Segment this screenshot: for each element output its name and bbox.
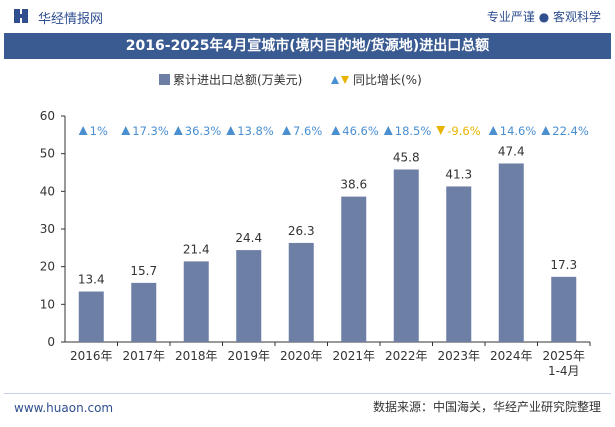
legend-bar-label: 累计进出口总额(万美元) — [173, 73, 302, 87]
footer-divider — [4, 393, 611, 394]
bar — [498, 163, 524, 342]
growth-label: 14.6% — [500, 124, 537, 138]
legend-growth-label: 同比增长(%) — [353, 73, 422, 87]
bar-chart: 累计进出口总额(万美元) 同比增长(%) 0 10 20 30 40 50 60 1% 17.3% 3… — [40, 73, 591, 378]
y-tick-label: 30 — [40, 222, 55, 236]
x-tick-label: 2023年 — [437, 349, 480, 363]
x-tick-label: 2018年 — [175, 349, 218, 363]
x-tick-label: 2017年 — [122, 349, 165, 363]
growth-label: 1% — [90, 124, 108, 138]
growth-label: 18.5% — [395, 124, 432, 138]
bar — [131, 282, 157, 342]
bar-value-label: 13.4 — [78, 273, 105, 287]
bar-value-label: 15.7 — [130, 264, 157, 278]
bar — [78, 291, 104, 342]
growth-up-triangle-icon — [331, 126, 341, 135]
x-tick-label: 2020年 — [280, 349, 323, 363]
growth-label: 17.3% — [132, 124, 169, 138]
bar — [393, 169, 419, 342]
tagline: 专业严谨 ● 客观科学 — [486, 10, 601, 24]
growth-label: -9.6% — [447, 124, 480, 138]
bar — [288, 242, 314, 342]
bar-value-label: 47.4 — [498, 144, 525, 158]
bar — [551, 276, 577, 342]
y-tick-label: 10 — [40, 297, 55, 311]
y-tick-label: 50 — [40, 147, 55, 161]
bar-value-label: 45.8 — [393, 150, 420, 164]
bar — [183, 261, 209, 342]
growth-label: 13.8% — [237, 124, 274, 138]
y-tick-label: 20 — [40, 260, 55, 274]
bar-value-label: 26.3 — [288, 224, 315, 238]
site-name: 华经情报网 — [38, 12, 104, 27]
legend-down-triangle-icon — [341, 76, 349, 84]
bar-value-label: 17.3 — [550, 258, 577, 272]
bar-value-label: 24.4 — [235, 231, 262, 245]
bar — [236, 250, 262, 342]
footer-url: www.huaon.com — [14, 401, 114, 415]
chart-title: 2016-2025年4月宣城市(境内目的地/货源地)进出口总额 — [125, 38, 490, 54]
growth-down-triangle-icon — [436, 126, 446, 135]
growth-label: 46.6% — [342, 124, 379, 138]
growth-up-triangle-icon — [121, 126, 131, 135]
x-tick-label: 2024年 — [490, 349, 533, 363]
x-tick-label: 2025年 — [542, 349, 585, 363]
title-bar: 2016-2025年4月宣城市(境内目的地/货源地)进出口总额 — [4, 33, 611, 59]
growth-up-triangle-icon — [282, 126, 292, 135]
growth-up-triangle-icon — [383, 126, 393, 135]
growth-up-triangle-icon — [78, 126, 88, 135]
y-tick-label: 40 — [40, 184, 55, 198]
bar — [446, 186, 472, 342]
legend-up-triangle-icon — [331, 76, 339, 84]
x-tick-label: 2021年 — [332, 349, 375, 363]
x-tick-label: 1-4月 — [548, 364, 580, 378]
x-tick-label: 2022年 — [385, 349, 428, 363]
bar-value-label: 21.4 — [183, 242, 210, 256]
growth-label: 7.6% — [293, 124, 322, 138]
growth-up-triangle-icon — [226, 126, 236, 135]
growth-up-triangle-icon — [173, 126, 183, 135]
growth-up-triangle-icon — [541, 126, 551, 135]
legend-bar-swatch — [159, 74, 170, 85]
x-tick-label: 2019年 — [227, 349, 270, 363]
bar-value-label: 38.6 — [340, 178, 367, 192]
y-tick-label: 0 — [47, 335, 55, 349]
growth-label: 22.4% — [552, 124, 589, 138]
x-tick-label: 2016年 — [70, 349, 113, 363]
growth-label: 36.3% — [185, 124, 222, 138]
y-tick-label: 60 — [40, 109, 55, 123]
top-bar: 华经情报网 专业严谨 ● 客观科学 — [0, 0, 615, 32]
growth-up-triangle-icon — [488, 126, 498, 135]
logo-icon — [14, 9, 28, 23]
footer-source: 数据来源：中国海关，华经产业研究院整理 — [372, 400, 601, 414]
bar-value-label: 41.3 — [445, 167, 472, 181]
bar — [341, 196, 367, 342]
